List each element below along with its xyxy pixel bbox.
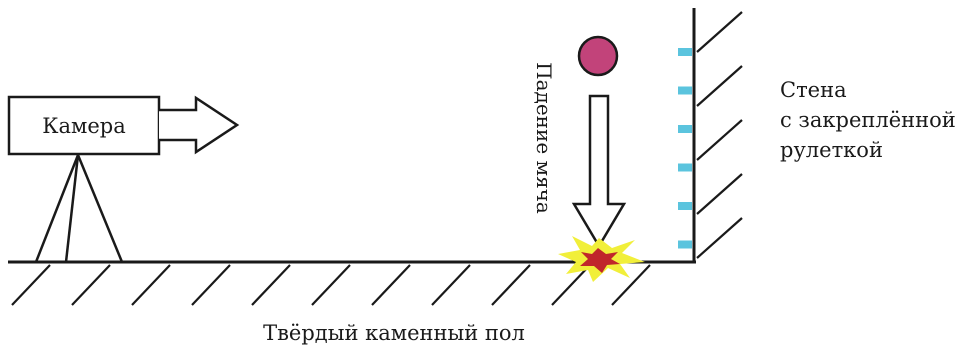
- falling-ball-label: Падение мяча: [532, 62, 556, 214]
- wall-label-line1: Стена: [780, 78, 847, 102]
- camera-label: Камера: [42, 114, 126, 138]
- ball: [577, 35, 619, 77]
- camera-direction-arrow: [159, 95, 240, 155]
- tape-mark: [678, 48, 692, 56]
- impact-burst-inner: [580, 248, 620, 273]
- measuring-tape: [678, 48, 692, 249]
- floor-hatching: [11, 264, 651, 306]
- tape-mark: [678, 163, 692, 172]
- camera-tripod: [34, 154, 124, 263]
- wall-label-line3: рулеткой: [780, 138, 883, 162]
- wall-label-line2: с закреплённой: [780, 108, 956, 132]
- fall-arrow: [571, 94, 627, 249]
- tape-mark: [678, 202, 692, 210]
- wall-hatching: [696, 11, 743, 259]
- tape-mark: [678, 125, 692, 133]
- floor-label: Твёрдый каменный пол: [263, 321, 525, 345]
- camera-body: [7, 95, 161, 156]
- tape-mark: [678, 240, 692, 249]
- tape-mark: [678, 86, 692, 95]
